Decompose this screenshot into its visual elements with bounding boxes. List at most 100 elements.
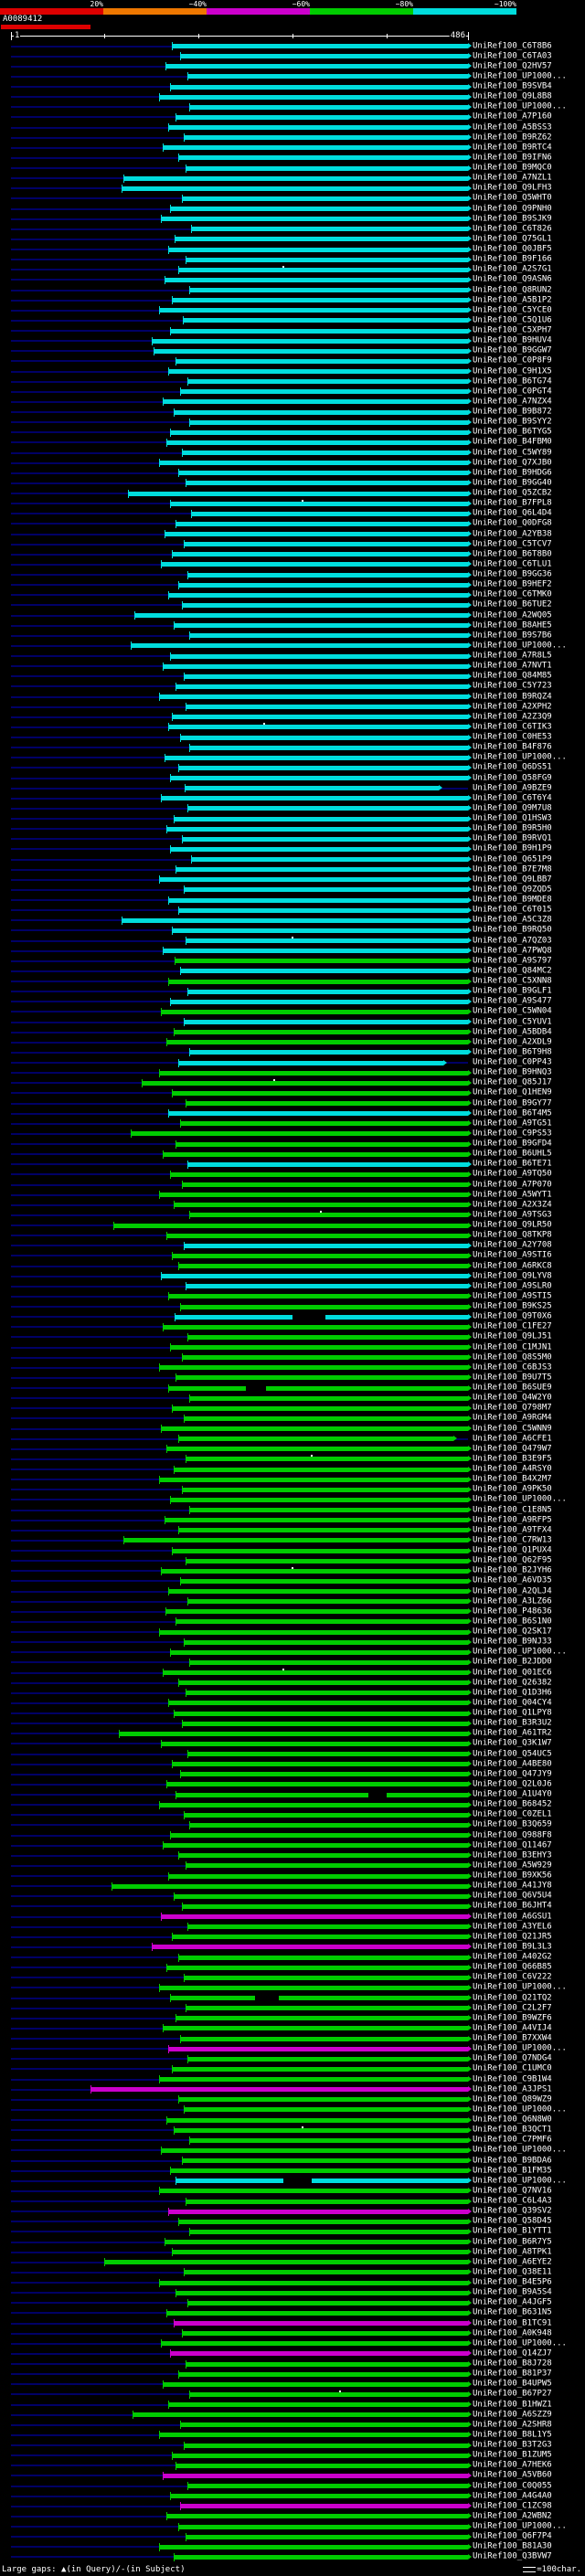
hit-label[interactable]: UniRef100_A7P070 (473, 1180, 552, 1190)
hit-label[interactable]: UniRef100_B6T4M5 (473, 1108, 552, 1118)
hit-bar[interactable] (163, 1324, 468, 1330)
hit-bar[interactable] (174, 1203, 468, 1208)
hit-label[interactable]: UniRef100_C5Y723 (473, 681, 552, 691)
hit-bar[interactable] (170, 1649, 468, 1655)
hit-label[interactable]: UniRef100_C5TCV7 (473, 539, 552, 549)
hit-label[interactable]: UniRef100_C7RW13 (473, 1535, 552, 1545)
hit-label[interactable]: UniRef100_B6TUE2 (473, 599, 552, 610)
hit-label[interactable]: UniRef100_B1TC91 (473, 2318, 552, 2328)
hit-label[interactable]: UniRef100_B81P37 (473, 2369, 552, 2379)
hit-bar[interactable] (174, 2127, 468, 2133)
hit-label[interactable]: UniRef100_Q84MC2 (473, 966, 552, 976)
hit-label[interactable]: UniRef100_B6TG74 (473, 376, 552, 387)
hit-label[interactable]: UniRef100_C9PS53 (473, 1129, 552, 1139)
hit-label[interactable]: UniRef100_Q0DFG8 (473, 518, 552, 528)
hit-label[interactable]: UniRef100_A5C3Z8 (473, 915, 552, 925)
hit-bar[interactable] (170, 501, 468, 506)
hit-label[interactable]: UniRef100_B9MQC0 (473, 163, 552, 173)
hit-bar[interactable] (186, 2300, 468, 2306)
hit-label[interactable]: UniRef100_B67P27 (473, 2389, 552, 2399)
hit-label[interactable]: UniRef100_A7HEK6 (473, 2460, 552, 2470)
hit-bar[interactable] (134, 613, 468, 619)
hit-bar[interactable] (153, 348, 468, 354)
hit-label[interactable]: UniRef100_Q7XJB0 (473, 458, 552, 468)
hit-label[interactable]: UniRef100_Q01EC6 (473, 1668, 552, 1678)
hit-label[interactable]: UniRef100_Q2L0J6 (473, 1779, 552, 1789)
hit-label[interactable]: UniRef100_Q58FG9 (473, 773, 552, 783)
hit-bar[interactable] (158, 1985, 468, 1990)
hit-bar[interactable] (168, 1701, 468, 1706)
hit-label[interactable]: UniRef100_P48636 (473, 1606, 552, 1617)
hit-label[interactable]: UniRef100_A5VB60 (473, 2470, 552, 2480)
hit-label[interactable]: UniRef100_C9H1X5 (473, 366, 552, 376)
hit-bar[interactable] (158, 2544, 468, 2549)
hit-bar[interactable] (177, 2524, 468, 2529)
hit-label[interactable]: UniRef100_UP1000... (473, 101, 567, 111)
hit-label[interactable]: UniRef100_UP1000... (473, 1494, 567, 1504)
hit-label[interactable]: UniRef100_C1MJN1 (473, 1342, 552, 1352)
hit-bar[interactable] (168, 2209, 468, 2214)
hit-bar[interactable] (188, 2137, 468, 2143)
hit-label[interactable]: UniRef100_Q651P9 (473, 854, 552, 864)
hit-bar[interactable] (181, 1903, 468, 1909)
hit-bar[interactable] (185, 938, 468, 944)
hit-bar[interactable] (160, 1568, 468, 1574)
hit-bar[interactable] (176, 1375, 468, 1381)
hit-bar[interactable] (160, 562, 468, 567)
hit-label[interactable]: UniRef100_Q9M7U8 (473, 803, 552, 813)
hit-bar[interactable] (177, 907, 468, 913)
hit-bar[interactable] (188, 1508, 468, 1513)
hit-label[interactable]: UniRef100_A9PK50 (473, 1484, 552, 1494)
hit-label[interactable]: UniRef100_Q66B85 (473, 1962, 552, 1972)
hit-bar[interactable] (190, 511, 468, 516)
hit-bar[interactable] (185, 1101, 468, 1107)
hit-label[interactable]: UniRef100_A2S7G1 (473, 264, 552, 274)
hit-bar[interactable] (168, 979, 468, 984)
hit-label[interactable]: UniRef100_B9GG36 (473, 569, 552, 579)
hit-bar[interactable] (118, 1731, 468, 1736)
hit-bar[interactable] (158, 877, 468, 883)
hit-label[interactable]: UniRef100_Q3K1W7 (473, 1738, 552, 1748)
hit-bar[interactable] (165, 277, 468, 282)
hit-bar[interactable] (185, 1558, 468, 1564)
hit-label[interactable]: UniRef100_B9B872 (473, 407, 552, 417)
hit-bar[interactable] (188, 104, 468, 110)
hit-label[interactable]: UniRef100_A7P160 (473, 111, 552, 122)
hit-label[interactable]: UniRef100_B9RVQ1 (473, 833, 552, 843)
hit-bar[interactable] (121, 186, 468, 191)
hit-label[interactable]: UniRef100_Q21JR5 (473, 1932, 552, 1942)
hit-label[interactable]: UniRef100_A6SZZ9 (473, 2410, 552, 2420)
hit-label[interactable]: UniRef100_B1YTT1 (473, 2226, 552, 2236)
hit-bar[interactable] (163, 949, 468, 954)
hit-bar[interactable] (186, 806, 468, 811)
hit-label[interactable]: UniRef100_B6TYG5 (473, 427, 552, 437)
hit-bar[interactable] (179, 1304, 468, 1309)
hit-label[interactable]: UniRef100_A9BZE9 (473, 783, 552, 793)
hit-bar[interactable] (184, 786, 440, 791)
hit-bar[interactable] (160, 796, 468, 801)
hit-bar[interactable] (112, 1883, 468, 1889)
hit-label[interactable]: UniRef100_B9HNQ3 (473, 1067, 552, 1077)
hit-label[interactable]: UniRef100_Q9LBB7 (473, 875, 552, 885)
hit-bar[interactable] (186, 1752, 468, 1757)
hit-label[interactable]: UniRef100_A3YEL6 (473, 1922, 552, 1932)
hit-label[interactable]: UniRef100_A1U4Y0 (473, 1789, 552, 1799)
hit-label[interactable]: UniRef100_C6TLU1 (473, 559, 552, 569)
hit-label[interactable]: UniRef100_A7QZ03 (473, 936, 552, 946)
hit-bar[interactable] (174, 1030, 468, 1035)
hit-bar[interactable] (172, 1935, 468, 1940)
hit-bar[interactable] (170, 1996, 468, 2001)
hit-bar[interactable] (158, 308, 468, 313)
hit-label[interactable]: UniRef100_A402G2 (473, 1952, 552, 1962)
hit-label[interactable]: UniRef100_A4VIJ4 (473, 2023, 552, 2033)
hit-label[interactable]: UniRef100_A9TFX4 (473, 1525, 552, 1535)
hit-bar[interactable] (170, 429, 468, 435)
hit-bar[interactable] (183, 1243, 468, 1248)
hit-bar[interactable] (165, 532, 468, 537)
hit-bar[interactable] (177, 1264, 468, 1269)
hit-bar[interactable] (185, 1284, 468, 1289)
hit-label[interactable]: UniRef100_C6T826 (473, 224, 552, 234)
hit-bar[interactable] (160, 1914, 468, 1920)
hit-label[interactable]: UniRef100_B9XK56 (473, 1871, 552, 1881)
hit-bar[interactable] (166, 1447, 468, 1452)
